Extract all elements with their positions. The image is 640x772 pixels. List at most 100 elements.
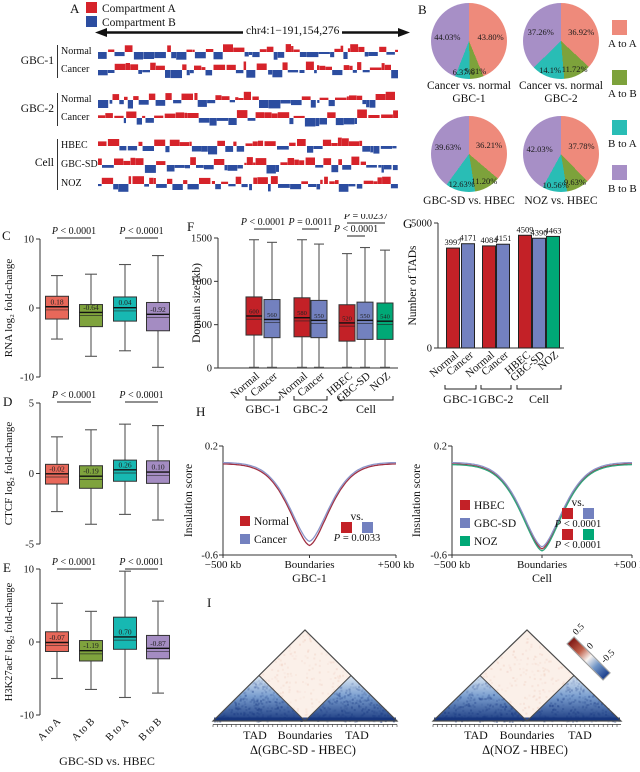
pie-slice-label: 11.20% (471, 176, 498, 187)
pie2-title: Cancer vs. normal (519, 80, 603, 92)
y-axis-label: H3K27acF log₂ fold-change (4, 582, 15, 701)
bar-value-label: 4151 (495, 233, 512, 243)
panel-d-label: D (3, 394, 13, 409)
p-value-label: P < 0.0001 (554, 540, 601, 551)
pie-slice-label: 36.21% (475, 139, 503, 150)
y-tick-label: 0 (29, 469, 34, 480)
pie-slice-label: 6.37% (452, 66, 475, 77)
pie-slice-label: 37.78% (568, 140, 595, 151)
x-tick-label: A to A (36, 716, 63, 743)
y-tick-label: 0 (207, 364, 212, 375)
panel-g-label: G (403, 216, 413, 231)
y-tick-label: 5 (29, 399, 34, 410)
x-tick-label: B to A (104, 716, 131, 743)
pie-slice-label: 39.63% (434, 142, 462, 153)
compartment-track-4 (98, 137, 397, 155)
box-A to A: -0.07 (45, 602, 69, 680)
y-tick-label: 1000 (191, 277, 212, 288)
median-value-label: 0.70 (118, 627, 131, 636)
box-A to B: -0.64 (79, 273, 103, 357)
p-value-label: P < 0.0001 (554, 519, 601, 530)
median-value-label: 560 (267, 312, 277, 319)
group-label-cell: Cell (34, 157, 54, 169)
series-HBEC (451, 463, 633, 550)
y-tick-label: 1500 (191, 234, 212, 245)
pie4-caption: NOZ vs. HBEC (524, 195, 598, 207)
box-B to B: -0.92 (146, 255, 170, 368)
insulation-score-gbc1-chart: 0.2 -0.6 Insulation score −500 kb Boundaries… (183, 442, 415, 586)
series-NOZ (451, 463, 633, 552)
ctcf-boxplot: 5 0 -5 CTCF log₂ fold-change -0.02 -0.19 0.26 0… (3, 390, 170, 551)
box-B to B: -0.87 (146, 600, 170, 694)
box-B to B: 0.10 (146, 425, 170, 521)
group-label: Cell (356, 402, 377, 416)
y-axis-label: Domain size (kb) (191, 263, 203, 343)
pie-slice-label: 43.80% (477, 31, 504, 42)
median-value-label: -1.19 (83, 641, 99, 650)
panel-f-label: F (187, 219, 195, 234)
median-value-label: -0.64 (83, 303, 99, 312)
bar-value-label: 3997 (445, 237, 462, 247)
bar-value-label: 4084 (481, 235, 499, 245)
box-B to A: 0.70 (113, 570, 137, 699)
tad-label: TAD (243, 728, 267, 742)
y-tick-label: -10 (20, 711, 34, 722)
series-GBC-SD (452, 461, 632, 548)
pie1-title: Cancer vs. normal (427, 80, 511, 92)
group-bracket-cell (57, 139, 58, 190)
p-value-label: P < 0.0001 (51, 557, 96, 568)
arrow-left-head (95, 28, 107, 37)
box-A to A: -0.02 (45, 436, 69, 513)
compartment-track-6 (98, 176, 398, 192)
pie-legend-b-to-a: B to A (608, 120, 637, 150)
bar-value-label: 4463 (545, 225, 562, 235)
compartment-b-label: Compartment B (102, 17, 176, 29)
compartment-a-swatch (86, 2, 97, 13)
median-value-label: 580 (297, 310, 307, 317)
track-label-hbec: HBEC (61, 140, 88, 151)
track-label-gbc2-cancer: Cancer (61, 112, 90, 123)
group-label-gbc1: GBC-1 (20, 55, 54, 67)
median-value-label: 520 (342, 315, 352, 322)
y-axis-label: RNA log₂ fold-change (3, 259, 15, 358)
group-label-gbc2: GBC-2 (20, 103, 54, 115)
boxplot-caption: GBC-SD vs. HBEC (59, 754, 155, 768)
b-to-a-label: B to A (608, 138, 637, 150)
tad-label: TAD (464, 728, 488, 742)
vs-label: vs. (350, 511, 363, 523)
y-tick-label: 0 (427, 344, 432, 355)
x-tick-label: +500 kb (614, 559, 640, 571)
pie-cancer-vs-normal-gbc2: 36.92% 11.72% 14.1% 37.26% (523, 3, 599, 79)
line-chart-caption: Cell (532, 571, 553, 585)
median-value-label: 0.26 (118, 460, 131, 469)
y-axis-label: Insulation score (183, 464, 195, 537)
compartment-a-label: Compartment A (102, 3, 176, 15)
bar-NOZ (546, 235, 560, 349)
p-value-label: P < 0.0001 (240, 217, 285, 228)
median-value-label: -0.92 (150, 305, 166, 314)
series-Normal (222, 463, 397, 547)
bar-Cancer (496, 243, 510, 349)
bar-GBC-SD (532, 237, 546, 349)
panel-b-label: B (418, 2, 427, 17)
box-A to B: -1.19 (79, 610, 103, 690)
panel-h-label: H (196, 404, 206, 419)
compartment-b-swatch (86, 16, 97, 27)
pie2-subtitle: GBC-2 (544, 93, 578, 105)
b-to-b-swatch (612, 165, 627, 180)
compartment-a-legend-item: Compartment A (86, 2, 176, 16)
bar-HBEC (518, 234, 532, 349)
group-label: GBC-2 (479, 392, 514, 406)
track-label-noz: NOZ (61, 178, 82, 189)
box-A to A: 0.18 (45, 275, 69, 340)
compartment-track-3 (98, 109, 398, 127)
p-value-label: P = 0.0033 (333, 533, 380, 544)
group-label: GBC-2 (293, 402, 328, 416)
legend-swatch-GBC-SD (460, 518, 470, 528)
p-value-label: P = 0.0237 (343, 214, 388, 222)
a-to-b-swatch (612, 70, 627, 85)
y-tick-label: -0.6 (430, 551, 447, 562)
box-Normal: 580 (293, 239, 311, 368)
median-value-label: 0.10 (151, 463, 164, 472)
